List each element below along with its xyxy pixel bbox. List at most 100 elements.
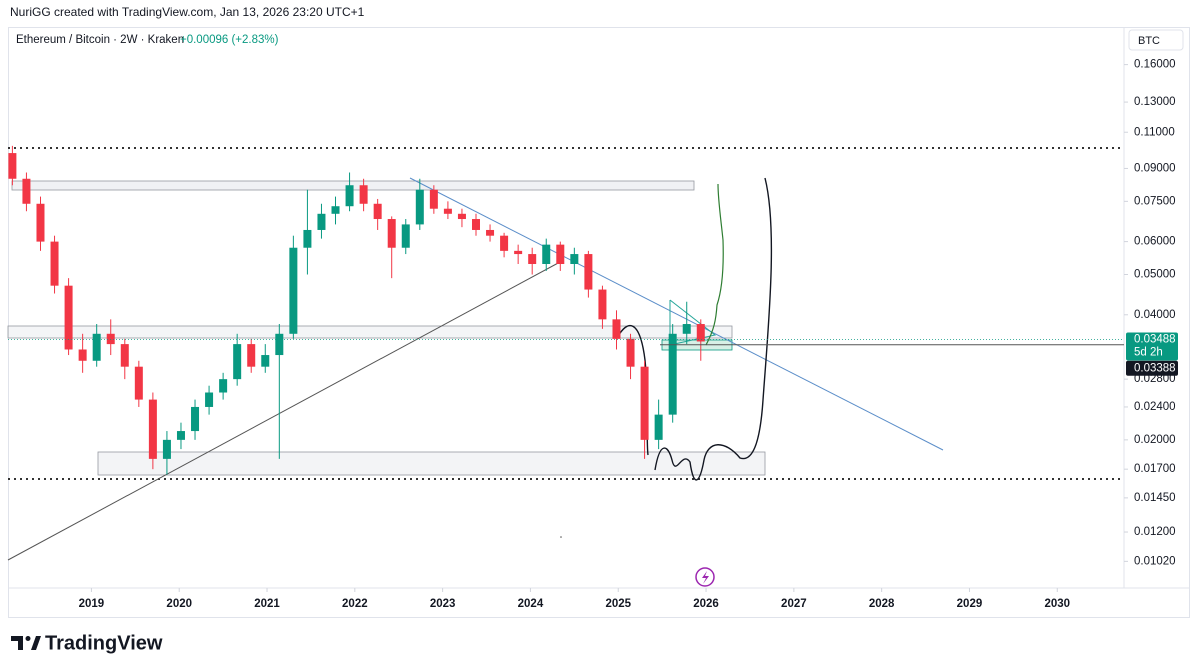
- candle-body: [401, 224, 410, 248]
- plot: 0.16000 0.13000 0.11000 0.09000 0.07500 0.060…: [8, 59, 1178, 610]
- candle-body: [668, 333, 677, 415]
- candle-body: [120, 344, 129, 367]
- candle-body: [429, 189, 438, 209]
- x-tick-label: 2024: [518, 598, 544, 610]
- candle-body: [8, 153, 17, 179]
- candle-body: [233, 344, 242, 380]
- y-tick-label: 0.11000: [1134, 126, 1175, 138]
- y-tick-label: 0.02400: [1134, 401, 1176, 413]
- candle-body: [162, 439, 171, 459]
- candle-body: [457, 213, 466, 220]
- x-tick-label: 2021: [254, 598, 280, 610]
- price-tag-label: 0.03488: [1134, 334, 1176, 346]
- unit-box: [1128, 29, 1184, 51]
- candle-body: [696, 324, 705, 342]
- candle-body: [247, 344, 256, 367]
- candle-body: [640, 366, 649, 440]
- frame: [8, 27, 1190, 618]
- trend-line: [7, 261, 561, 561]
- y-tick-label: 0.01450: [1134, 492, 1176, 504]
- x-tick-label: 2019: [79, 598, 105, 610]
- candle-body: [612, 319, 621, 339]
- candle-body: [500, 235, 509, 251]
- countdown: 5d 2h: [1134, 347, 1163, 359]
- candle-body: [331, 206, 340, 214]
- x-tick-label: 2029: [957, 598, 983, 610]
- candle-body: [345, 185, 354, 207]
- price-tag: [1126, 332, 1178, 361]
- y-tick-label: 0.09000: [1134, 162, 1176, 174]
- x-tick-label: 2025: [605, 598, 631, 610]
- candle-body: [205, 392, 214, 407]
- y-tick-label: 0.04000: [1134, 309, 1176, 321]
- y-tick-label: 0.01700: [1134, 463, 1176, 475]
- candle-body: [92, 333, 101, 361]
- y-tick-label: 0.05000: [1134, 269, 1176, 281]
- candle-body: [598, 289, 607, 320]
- candle-body: [36, 203, 45, 242]
- logo-mark: [11, 636, 23, 650]
- candle-body: [654, 414, 663, 440]
- candle-body: [176, 431, 185, 440]
- candle-body: [359, 185, 368, 204]
- candle-body: [570, 254, 579, 264]
- x-tick-label: 2030: [1044, 598, 1070, 610]
- logo-text: TradingView: [45, 632, 163, 654]
- candle-body: [289, 247, 298, 334]
- candle-body: [317, 213, 326, 230]
- candle-body: [219, 379, 228, 393]
- candle-body: [50, 241, 59, 286]
- logo-mark: [31, 636, 41, 650]
- y-tick-label: 0.16000: [1134, 59, 1176, 71]
- x-tick-label: 2022: [342, 598, 368, 610]
- x-tick-label: 2023: [430, 598, 456, 610]
- x-tick-label: 2020: [166, 598, 192, 610]
- candle-body: [443, 208, 452, 214]
- chart-subtitle: +0.00096 (+2.83%): [180, 34, 279, 46]
- dot: [560, 536, 562, 538]
- x-tick-label: 2026: [693, 598, 719, 610]
- header: NuriGG created with TradingView.com, Jan…: [10, 5, 365, 19]
- zone: [97, 451, 766, 476]
- y-tick-label: 0.02800: [1134, 373, 1176, 385]
- candle-body: [682, 324, 691, 334]
- price-tag: [1126, 360, 1178, 376]
- y-tick-label: 0.13000: [1134, 96, 1176, 108]
- candle-body: [303, 229, 312, 248]
- candle-body: [528, 254, 537, 264]
- y-tick-label: 0.02000: [1134, 434, 1176, 446]
- candle-body: [542, 244, 551, 264]
- candle-body: [415, 189, 424, 225]
- candle-body: [106, 333, 115, 345]
- candle-body: [387, 219, 396, 248]
- candle-body: [626, 338, 635, 367]
- candle-body: [78, 349, 87, 361]
- candle-body: [275, 333, 284, 356]
- candle-body: [64, 285, 73, 350]
- candle-body: [472, 219, 480, 230]
- zone: [7, 325, 733, 339]
- candle-body: [584, 254, 593, 290]
- candle-body: [148, 399, 157, 459]
- x-tick-label: 2028: [869, 598, 895, 610]
- y-tick-label: 0.07500: [1134, 195, 1176, 207]
- candle-body: [514, 250, 523, 255]
- event-icon: [702, 571, 709, 584]
- candle-body: [373, 203, 382, 220]
- y-tick-label: 0.01200: [1134, 526, 1176, 538]
- trend-line: [409, 177, 944, 451]
- logo-mark: [25, 636, 31, 641]
- drawings: [7, 147, 1124, 587]
- candle-body: [486, 229, 495, 236]
- y-tick-label: 0.01020: [1134, 555, 1176, 567]
- candle-body: [191, 406, 200, 432]
- y-axis-label: BTC: [1138, 35, 1160, 47]
- logo: TradingView: [11, 632, 163, 654]
- triangle: [669, 299, 717, 346]
- candle-body: [556, 244, 565, 264]
- event-icon: [695, 567, 715, 587]
- x-tick-label: 2027: [781, 598, 807, 610]
- chart-title: Ethereum / Bitcoin · 2W · Kraken: [16, 34, 184, 46]
